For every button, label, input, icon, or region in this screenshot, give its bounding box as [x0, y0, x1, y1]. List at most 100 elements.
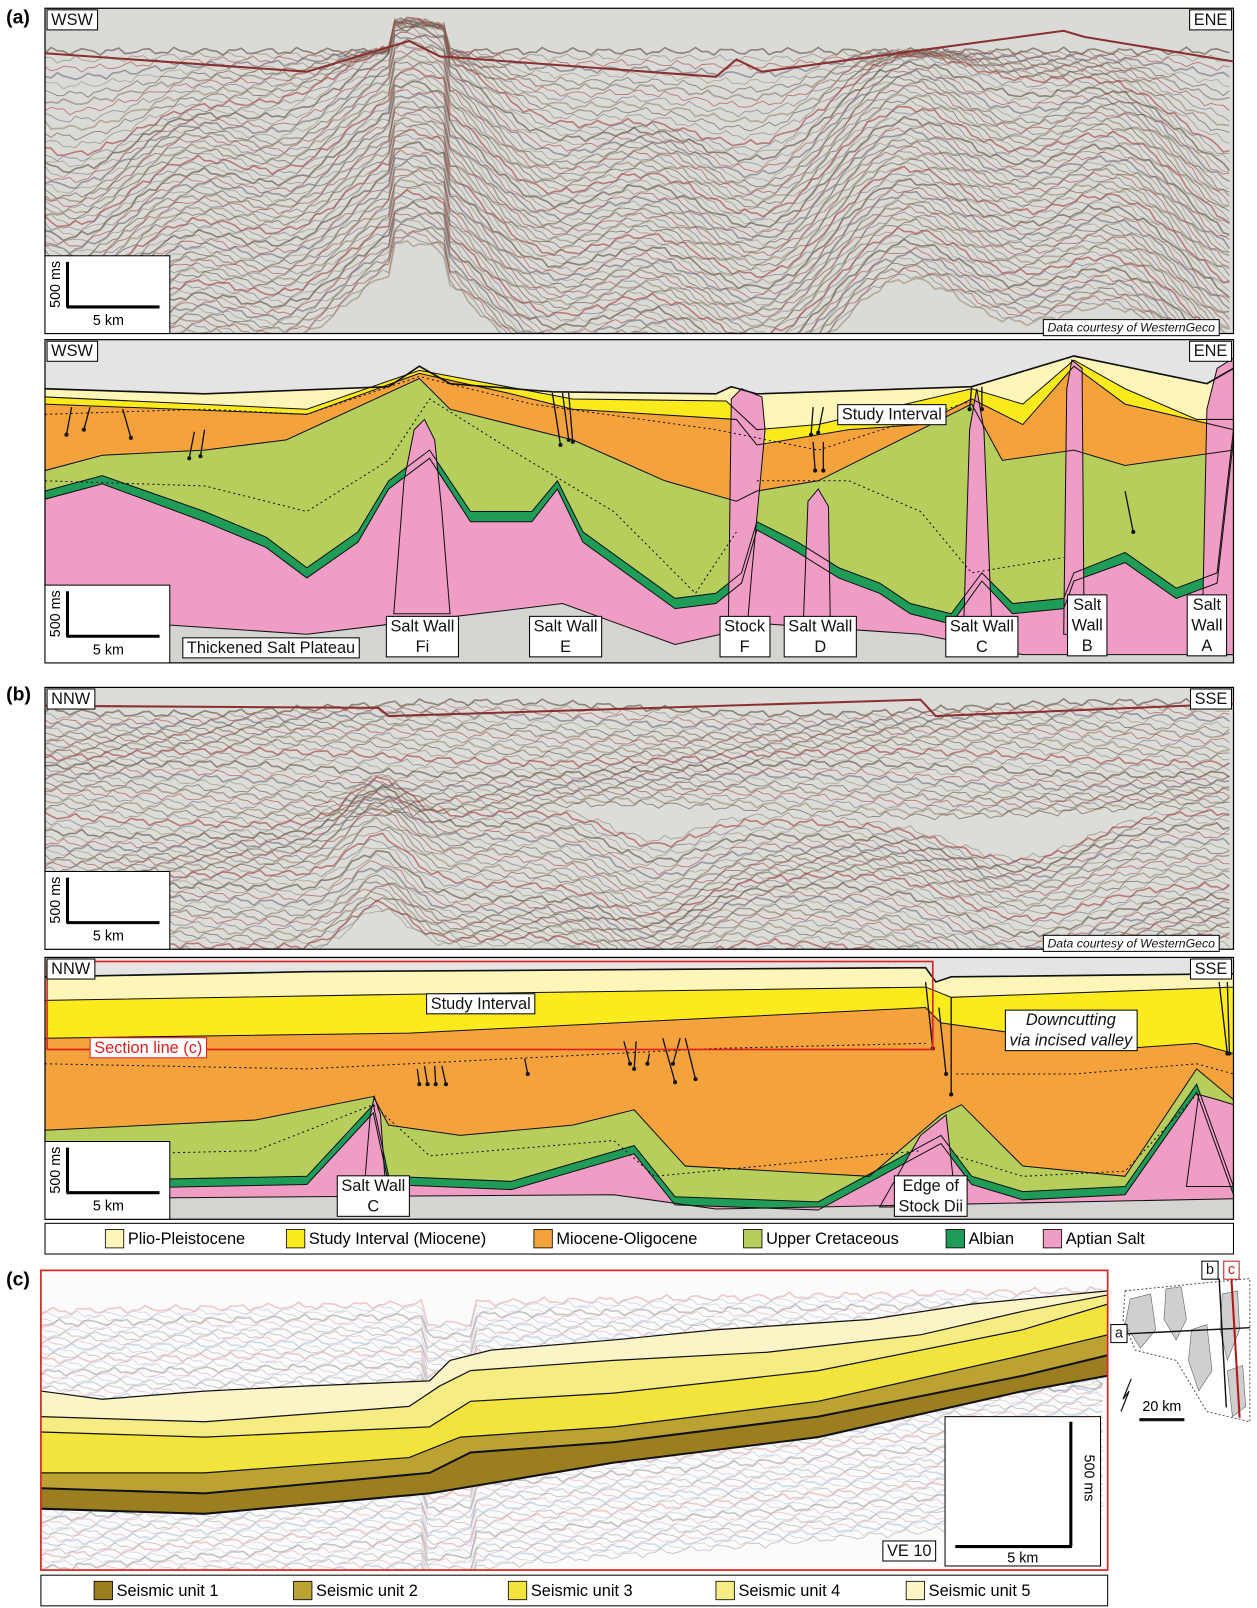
inset-label: a: [1115, 1326, 1123, 1342]
legend-label: Study Interval (Miocene): [309, 1230, 486, 1248]
figure: (a) WSW ENE 500 ms 5 km Data courtesy of West…: [0, 0, 1257, 1608]
interpretation: [45, 957, 1233, 1219]
orientation-left: WSW: [51, 11, 93, 29]
legend-swatch: [1043, 1229, 1061, 1247]
inset-label: c: [1228, 1262, 1235, 1278]
scale-time: 500 ms: [1080, 1455, 1096, 1502]
fault-tip: [821, 469, 825, 473]
fault-tip: [187, 456, 191, 460]
legend-label: Aptian Salt: [1066, 1230, 1146, 1248]
annotation: via incised valley: [1009, 1032, 1133, 1050]
fault-tip: [809, 433, 813, 437]
legend-swatch: [946, 1229, 964, 1247]
fault-tip: [82, 428, 86, 432]
scale-time: 500 ms: [48, 877, 64, 924]
fault-tip: [813, 469, 817, 473]
annotation: A: [1201, 637, 1212, 655]
scale-distance: 5 km: [93, 1199, 124, 1215]
fault-tip: [444, 1082, 448, 1086]
panel-label: (c): [6, 1269, 30, 1291]
credit: Data courtesy of WesternGeco: [1047, 936, 1215, 950]
orientation-left: NNW: [51, 960, 91, 978]
inset-label: b: [1206, 1262, 1214, 1278]
scale-time: 500 ms: [48, 590, 64, 637]
scale-distance: 5 km: [93, 929, 124, 945]
annotation: Wall: [1191, 616, 1222, 634]
fault-tip: [526, 1072, 530, 1076]
annotation: B: [1082, 637, 1093, 655]
fault-tip: [434, 1082, 438, 1086]
scale-distance: 5 km: [93, 313, 124, 329]
panel-label: (a): [6, 7, 30, 29]
scale-time: 500 ms: [48, 261, 64, 308]
legend-swatch: [94, 1581, 112, 1599]
annotation: Downcutting: [1026, 1011, 1116, 1029]
legend-swatch: [906, 1581, 924, 1599]
legend-swatch: [534, 1229, 552, 1247]
annotation: Salt Wall: [534, 617, 598, 635]
legend-label: Seismic unit 1: [117, 1582, 219, 1600]
fault-tip: [129, 436, 133, 440]
legend-swatch: [286, 1229, 304, 1247]
fault-tip: [632, 1067, 636, 1071]
annotation: Stock: [724, 617, 766, 635]
legend-label: Seismic unit 3: [531, 1582, 633, 1600]
salt-wall: [1064, 360, 1084, 634]
orientation-right: SSE: [1195, 960, 1228, 978]
credit: Data courtesy of WesternGeco: [1047, 321, 1215, 335]
annotation: Salt: [1073, 596, 1102, 614]
fault-tip: [949, 1092, 953, 1096]
legend-swatch: [744, 1229, 762, 1247]
fault-tip: [816, 431, 820, 435]
annotation: Study Interval: [431, 995, 531, 1013]
legend-swatch: [294, 1581, 312, 1599]
orientation-left: NNW: [51, 690, 91, 708]
annotation: Salt Wall: [788, 617, 852, 635]
legend-swatch: [105, 1229, 123, 1247]
fault-tip: [64, 433, 68, 437]
fault-tip: [571, 440, 575, 444]
annotation: D: [814, 638, 826, 656]
legend-label: Albian: [969, 1230, 1014, 1248]
fault-tip: [944, 1072, 948, 1076]
annotation: Wall: [1072, 616, 1103, 634]
annotation: C: [976, 638, 988, 656]
fault-tip: [558, 443, 562, 447]
legend-label: Upper Cretaceous: [766, 1230, 899, 1248]
page: {"panels": [ {"label": "(a)", "seismic":…: [0, 0, 1257, 1608]
fault-tip: [671, 1062, 675, 1066]
annotation: C: [367, 1197, 379, 1215]
annotation: E: [560, 638, 571, 656]
orientation-left: WSW: [51, 342, 93, 360]
orientation-right: ENE: [1194, 342, 1228, 360]
fault-tip: [968, 407, 972, 411]
legend-label: Seismic unit 5: [929, 1582, 1031, 1600]
legend-label: Seismic unit 2: [316, 1582, 418, 1600]
legend-label: Miocene-Oligocene: [556, 1230, 697, 1248]
fault-tip: [673, 1080, 677, 1084]
annotation: Study Interval: [842, 406, 942, 424]
north-arrow: [1121, 1379, 1131, 1412]
fault-tip: [425, 1082, 429, 1086]
fault-tip: [1131, 530, 1135, 534]
vertical-exaggeration: VE 10: [887, 1542, 932, 1560]
interpretation: [45, 340, 1233, 663]
annotation: Salt Wall: [390, 617, 454, 635]
scale-distance: 5 km: [1007, 1551, 1038, 1567]
fault-tip: [198, 454, 202, 458]
annotation: Salt Wall: [341, 1177, 405, 1195]
annotation: Section line (c): [94, 1039, 202, 1057]
scale-time: 500 ms: [48, 1147, 64, 1194]
fault-tip: [693, 1077, 697, 1081]
orientation-right: ENE: [1194, 11, 1228, 29]
scale-distance: 5 km: [93, 642, 124, 658]
fault-tip: [417, 1082, 421, 1086]
annotation: F: [740, 638, 750, 656]
fault-tip: [980, 407, 984, 411]
annotation: Edge of: [903, 1177, 960, 1195]
fault-tip: [567, 438, 571, 442]
legend-swatch: [716, 1581, 734, 1599]
annotation: Salt: [1193, 596, 1222, 614]
orientation-right: SSE: [1195, 690, 1228, 708]
fault-tip: [645, 1062, 649, 1066]
